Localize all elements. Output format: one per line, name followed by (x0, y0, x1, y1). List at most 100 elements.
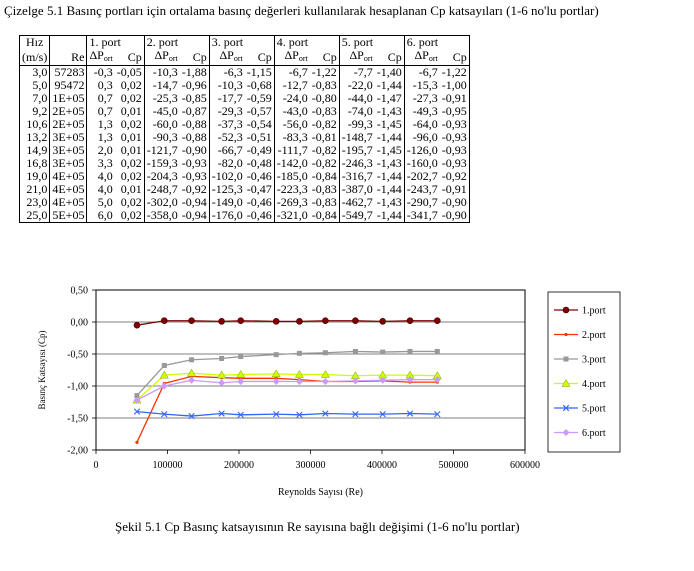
table-cell: -223,3 (276, 182, 308, 196)
data-point (322, 317, 329, 325)
table-cell: -358,0 (144, 209, 180, 223)
table-cell: -0,83 (309, 183, 340, 196)
legend-item: 1.port (554, 306, 606, 317)
table-cell: -1,22 (439, 65, 470, 79)
table-cell: -0,91 (439, 183, 470, 196)
table-cell: -0,93 (439, 157, 470, 170)
data-point (272, 318, 280, 325)
table-cell: -0,93 (439, 118, 470, 131)
table-cell: -0,80 (309, 92, 340, 105)
table-cell: -0,92 (439, 170, 470, 183)
table-cell: 5E+05 (49, 209, 88, 223)
table-cell: -0,46 (244, 170, 275, 183)
x-marker-stroke (273, 410, 280, 418)
data-point (218, 318, 225, 325)
table-cell: -37,3 (217, 117, 243, 131)
dp-subscript: ort (298, 54, 308, 63)
dp-subscript: ort (168, 54, 178, 63)
legend-label: 4.port (582, 379, 606, 390)
table-cell: -0,82 (309, 144, 340, 157)
table-cell: -0,46 (244, 196, 275, 209)
table-cell: -0,82 (309, 157, 340, 170)
table-cell: -0,81 (309, 131, 340, 144)
series-line (136, 350, 438, 397)
table-cell: -1,43 (374, 105, 405, 118)
table-cell: 1,3 (97, 130, 113, 144)
data-point (434, 410, 441, 418)
data-point (218, 410, 225, 417)
table-cell: 0,01 (114, 144, 145, 157)
table-cell: -0,46 (244, 209, 275, 223)
series-line (136, 378, 438, 401)
table-cell: -0,68 (244, 79, 275, 92)
cp-vs-reynolds-chart: 0,50 0,00 -0,50 -1,00 -1,50 -2,00 0 100000 20000… (37, 286, 621, 498)
legend-item: 2.port (554, 330, 606, 341)
y-tick-label: 0,00 (71, 318, 89, 329)
x-axis-title: Reynolds Sayısı (Re) (278, 487, 363, 498)
table-cell: -12,7 (282, 78, 308, 92)
table-cell: 2E+05 (49, 105, 88, 118)
table-cell: 0,02 (114, 170, 145, 183)
table-row: 9,2 2E+05 0,7 0,01 -45,0 -0,87 -29,3 -0,57 -43,0… (18, 104, 470, 118)
table-cell: -0,93 (179, 170, 210, 183)
table-cell: 9,2 (18, 105, 51, 118)
data-point (236, 369, 246, 378)
table-cell: -176,0 (209, 209, 245, 223)
legend-item: 6.port (554, 428, 606, 439)
table-cell: -1,43 (374, 157, 405, 170)
table-cell: 3E+05 (49, 157, 88, 170)
table-cell: 0,3 (97, 78, 113, 92)
y-axis-title: Basınç Katsayısı (Cp) (37, 331, 47, 410)
table-cell: -1,45 (374, 118, 405, 131)
cp-header: Cp (439, 49, 470, 66)
data-point (161, 410, 168, 418)
table-cell: -148,7 (341, 130, 373, 144)
series-5-port (133, 408, 441, 420)
table-cell: -1,47 (374, 92, 405, 105)
data-point (351, 377, 359, 385)
table-cell: -90,3 (152, 130, 178, 144)
table-cell: -126,0 (406, 143, 438, 157)
data-point (294, 369, 304, 378)
table-cell: -0,49 (244, 144, 275, 157)
table-row: 10,6 2E+05 1,3 0,02 -60,0 -0,88 -37,3 -0,54 -56,… (18, 117, 470, 131)
dp-label: ΔP (154, 48, 169, 62)
table-cell: -0,83 (309, 105, 340, 118)
table-cell: 3E+05 (49, 131, 88, 144)
data-point (238, 354, 244, 360)
data-point (321, 378, 329, 386)
series-6-port (133, 376, 441, 404)
table-cell: -29,3 (217, 104, 243, 118)
legend-item: 5.port (554, 404, 606, 415)
data-point (407, 348, 413, 354)
data-point (379, 410, 386, 418)
dp-header: ΔPort (144, 49, 180, 66)
table-cell: 0,02 (114, 79, 145, 92)
x-marker-stroke (161, 410, 168, 418)
table-cell: -202,7 (406, 169, 438, 183)
table-cell: -56,0 (282, 117, 308, 131)
table-cell: 10,6 (18, 118, 51, 131)
data-point (133, 396, 141, 404)
data-point (189, 357, 195, 363)
table-cell: -121,7 (146, 143, 178, 157)
table-cell: -96,0 (412, 130, 438, 144)
table-cell: -45,0 (152, 104, 178, 118)
x-marker-stroke (379, 410, 386, 418)
data-point (237, 411, 244, 418)
table-cell: -0,88 (179, 131, 210, 144)
cp-header: Cp (309, 49, 340, 66)
table-cell: 5,0 (18, 79, 51, 92)
data-point (188, 412, 195, 420)
x-tick-label: 500000 (439, 460, 469, 471)
data-point (296, 318, 303, 325)
data-point (188, 376, 196, 384)
table-cell: -0,48 (244, 157, 275, 170)
table-cell: -0,59 (244, 92, 275, 105)
table-cell: -1,40 (374, 65, 405, 79)
series-line (136, 372, 438, 401)
y-tick-label: -2,00 (67, 446, 88, 457)
table-cell: 16,8 (18, 157, 51, 170)
table-cell: 3E+05 (49, 144, 88, 157)
data-point (562, 404, 570, 412)
